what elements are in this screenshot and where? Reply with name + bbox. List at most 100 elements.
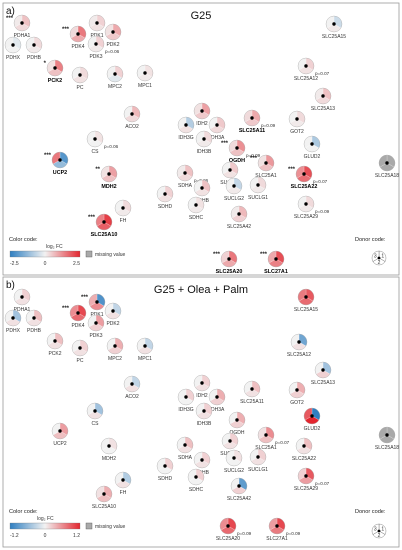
- node-slc25a22: SLC25A22: [292, 437, 316, 462]
- node-aco2: ACO2: [123, 375, 141, 400]
- node-label: GLUD2: [304, 426, 321, 432]
- scale-tick-mid: 0: [44, 533, 47, 539]
- node-outline: [297, 195, 315, 213]
- panel-b-frame: [2, 276, 400, 548]
- node-center-dot: [304, 64, 308, 68]
- node-center-dot: [121, 206, 125, 210]
- node-outline: [25, 36, 43, 54]
- node-label: SLC25A10: [92, 504, 116, 510]
- missing-value-swatch: [85, 522, 93, 530]
- node-sdhc: SDHC: [187, 196, 205, 221]
- node-outline: [136, 337, 154, 355]
- node-center-dot: [94, 321, 98, 325]
- node-center-dot: [93, 137, 97, 141]
- node-label: CS: [92, 149, 100, 155]
- node-outline: [106, 337, 124, 355]
- node-label: PDHA1: [14, 307, 31, 313]
- node-label: SDHA: [178, 183, 193, 189]
- node-idh3b: IDH3B: [195, 402, 213, 427]
- node-label: OGDH: [229, 158, 245, 164]
- node-mpc2: MPC2: [106, 65, 124, 90]
- node-outline: [208, 388, 226, 406]
- node-label: SDHC: [189, 215, 204, 221]
- node-outline: [187, 196, 205, 214]
- node-outline: [86, 402, 104, 420]
- node-center-dot: [58, 429, 62, 433]
- node-label: IDH3A: [210, 135, 225, 141]
- node-pdha1: PDHA1: [14, 288, 31, 313]
- node-label: SLC25A13: [311, 106, 335, 112]
- node-mdh2: MDH2: [100, 437, 118, 462]
- node-label: GOT2: [290, 129, 304, 135]
- node-outline: [156, 457, 174, 475]
- node-center-dot: [274, 257, 278, 261]
- node-center-dot: [121, 478, 125, 482]
- node-center-dot: [304, 202, 308, 206]
- node-slc25a18: SLC25A18: [375, 154, 399, 179]
- node-pdk1: PDK1: [88, 14, 106, 39]
- node-idh2: IDH2: [193, 102, 211, 127]
- node-pdk3: PDK3: [87, 314, 105, 339]
- node-outline: [87, 35, 105, 53]
- donor-digit: 2: [378, 533, 381, 539]
- donor-digit: 2: [378, 260, 381, 266]
- node-slc25a10: SLC25A10 ***: [88, 213, 117, 238]
- node-center-dot: [194, 475, 198, 479]
- node-center-dot: [102, 220, 106, 224]
- node-label: SDHC: [189, 487, 204, 493]
- node-label: SLC25A18: [375, 445, 399, 451]
- node-outline: [228, 411, 246, 429]
- node-label: SLC25A1: [255, 173, 277, 179]
- missing-value-label: missing value: [95, 524, 126, 530]
- node-center-dot: [32, 43, 36, 47]
- node-center-dot: [228, 168, 232, 172]
- node-label: IDH3A: [210, 407, 225, 413]
- node-idh2: IDH2: [193, 374, 211, 399]
- node-outline: [288, 381, 306, 399]
- node-label: MDH2: [101, 184, 116, 190]
- node-sdhd: SDHD: [156, 457, 174, 482]
- node-center-dot: [295, 117, 299, 121]
- node-label: PDK4: [71, 44, 84, 50]
- node-label: IDH3B: [197, 421, 212, 427]
- node-center-dot: [310, 414, 314, 418]
- node-outline: [114, 199, 132, 217]
- node-label: MDH2: [102, 456, 116, 462]
- node-outline: [268, 517, 286, 535]
- missing-value-swatch: [85, 250, 93, 258]
- node-label: SUCLG2: [224, 468, 244, 474]
- node-label: MPC1: [138, 356, 152, 362]
- node-label: SLC25A12: [287, 352, 311, 358]
- node-outline: [123, 105, 141, 123]
- node-outline: [228, 139, 246, 157]
- node-outline: [243, 109, 261, 127]
- node-center-dot: [78, 73, 82, 77]
- node-label: IDH3G: [178, 135, 193, 141]
- node-center-dot: [111, 309, 115, 313]
- node-sdhc: SDHC: [187, 468, 205, 493]
- node-label: PDHX: [6, 55, 21, 61]
- node-label: IDH3G: [178, 407, 193, 413]
- significance-stars: ***: [88, 215, 96, 221]
- node-center-dot: [304, 295, 308, 299]
- node-center-dot: [95, 21, 99, 25]
- color-scale-bar: [9, 522, 81, 530]
- node-outline: [257, 426, 275, 444]
- node-center-dot: [200, 109, 204, 113]
- node-label: CS: [92, 421, 100, 427]
- significance-stars: ***: [62, 306, 70, 312]
- node-outline: [195, 130, 213, 148]
- node-label: UCP2: [53, 170, 67, 176]
- node-center-dot: [94, 42, 98, 46]
- node-slc25a42: SLC25A42: [227, 477, 251, 502]
- node-suclg2: SUCLG2: [224, 177, 244, 202]
- node-got2: GOT2: [288, 110, 306, 135]
- node-outline: [71, 339, 89, 357]
- node-outline: [187, 468, 205, 486]
- panel-a-title: G25: [191, 10, 212, 22]
- node-center-dot: [143, 71, 147, 75]
- node-center-dot: [113, 344, 117, 348]
- node-label: SDHA: [178, 455, 193, 461]
- node-sdhb: SDHB: [193, 179, 211, 204]
